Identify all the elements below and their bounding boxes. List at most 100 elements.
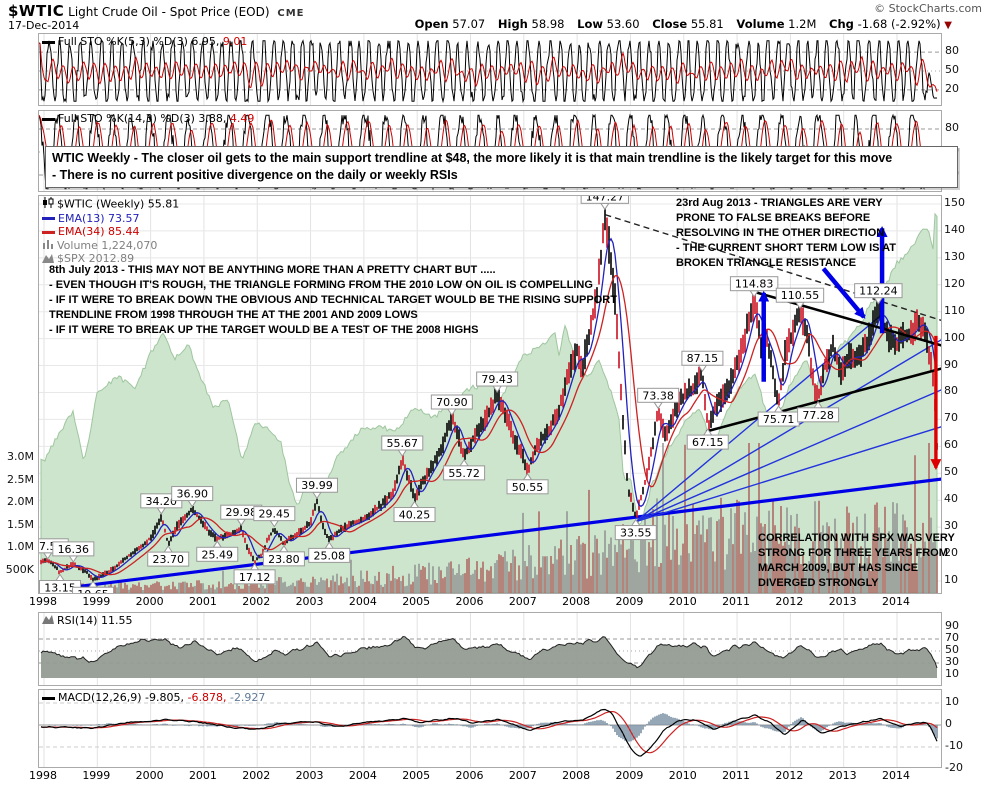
price-callout: 36.90 <box>171 486 214 508</box>
year-tick-label: 2004 <box>348 595 377 608</box>
volume-axis-tick: 1.5M <box>7 517 34 531</box>
x-axis-main: 1998 1999 2000 2001 2002 2003 2004 2005 2006 2007… <box>29 593 940 611</box>
price-callout: 70.90 <box>430 394 473 416</box>
macd-value: MACD(12,26,9) -9.805, <box>58 691 184 704</box>
axis-tick-label: 50 <box>945 63 959 76</box>
year-tick-label: 2003 <box>295 595 324 608</box>
main-legend-ema34-row: EMA(34) 85.44 <box>42 225 179 239</box>
price-axis-tick: 40 <box>944 492 958 506</box>
year-tick-label: 2014 <box>882 769 910 782</box>
svg-text:17.12: 17.12 <box>239 571 271 584</box>
sto-fast-k-value: 6.95, <box>191 35 220 48</box>
price-callout: 67.15 <box>686 428 729 450</box>
volume-value: 1.2M <box>788 17 817 31</box>
macd-axis-tick: 0 <box>945 717 952 730</box>
open-label: Open <box>414 17 449 31</box>
year-tick-label: 2011 <box>722 769 751 782</box>
high-label: High <box>497 17 528 31</box>
rsi-axis-tick: 30 <box>945 655 959 668</box>
year-tick-label: 2006 <box>455 595 484 608</box>
rsi-panel <box>38 612 942 686</box>
year-tick-label: 2000 <box>135 595 164 608</box>
main-legend-volume-row: Volume 1,224,070 <box>42 239 179 253</box>
price-callout: 77.28 <box>797 400 840 423</box>
price-callout: 75.71 <box>757 405 800 427</box>
year-tick-label: 2001 <box>188 769 217 782</box>
price-callout: 33.55 <box>614 518 657 541</box>
area-chart-icon <box>42 614 54 628</box>
p-rsi-svg <box>39 613 941 685</box>
volume-label: Volume <box>736 17 785 31</box>
exchange-label: CME <box>277 8 305 19</box>
spx-value: $SPX 2012.89 <box>57 252 135 266</box>
axis-tick-label: 80 <box>945 44 959 58</box>
price-callout: 29.98 <box>220 504 263 527</box>
high-value: 58.98 <box>531 17 565 31</box>
svg-text:77.28: 77.28 <box>802 409 834 422</box>
stockcharts-credit: © StockCharts.com <box>874 2 982 15</box>
sto-slow-legend: Full STO %K(14,3) %D(3) 3.88, 4.49 <box>42 112 254 126</box>
ema34-value: EMA(34) 85.44 <box>58 225 140 238</box>
price-axis-tick: 110 <box>944 303 965 317</box>
svg-text:16.36: 16.36 <box>58 543 90 556</box>
x-axis-bottom: 1998 1999 2000 2001 2002 2003 2004 2005 2006 2007… <box>29 767 940 785</box>
year-tick-label: 1998 <box>29 595 57 608</box>
price-axis-tick: 120 <box>944 276 965 290</box>
rsi-axis-tick: 50 <box>945 643 959 656</box>
year-tick-label: 2002 <box>242 769 271 782</box>
sto-fast-legend: Full STO %K(5,3) %D(3) 6.95, 9.01 <box>42 35 247 49</box>
svg-text:40.25: 40.25 <box>399 509 431 522</box>
p-macd-svg <box>39 690 941 767</box>
volume-axis-tick: 500K <box>5 562 34 576</box>
macd-signal-value: -6.878, <box>187 691 227 704</box>
open-value: 57.07 <box>452 17 486 31</box>
price-axis-tick: 60 <box>944 438 958 452</box>
year-tick-label: 2010 <box>668 769 697 782</box>
rsi-axis-tick: 10 <box>945 667 959 680</box>
year-tick-label: 1999 <box>82 595 111 608</box>
sto-fast-panel <box>38 33 942 106</box>
year-tick-label: 2005 <box>402 769 431 782</box>
chg-down-triangle-icon: ▼ <box>944 20 952 31</box>
sto-slow-d-value: 4.49 <box>229 112 255 125</box>
svg-text:73.38: 73.38 <box>642 389 674 402</box>
price-axis-tick: 140 <box>944 222 965 236</box>
chart-header: $WTIC Light Crude Oil - Spot Price (EOD)… <box>8 2 304 20</box>
price-callout: 40.25 <box>393 500 436 523</box>
year-tick-label: 1998 <box>29 769 57 782</box>
svg-text:110.55: 110.55 <box>781 289 820 302</box>
year-tick-label: 2013 <box>828 769 857 782</box>
ema13-value: EMA(13) 73.57 <box>58 211 140 225</box>
svg-text:23.70: 23.70 <box>152 553 184 566</box>
volume-axis-tick: 2.5M <box>7 472 34 486</box>
macd-panel <box>38 689 942 768</box>
volume-total-value: Volume 1,224,070 <box>57 238 158 252</box>
svg-text:10.65: 10.65 <box>77 588 109 593</box>
price-callout: 50.55 <box>506 472 549 495</box>
svg-text:29.45: 29.45 <box>259 508 291 521</box>
p-sto5-svg <box>39 34 941 105</box>
price-axis-tick: 90 <box>944 357 958 371</box>
price-callout: 73.38 <box>637 387 680 410</box>
price-callout: 16.36 <box>52 541 95 563</box>
svg-text:114.83: 114.83 <box>735 278 774 291</box>
price-callout: 25.49 <box>196 540 239 562</box>
macd-axis-tick: -20 <box>945 761 963 774</box>
svg-text:13.15: 13.15 <box>44 582 75 593</box>
volume-axis-tick: 1.0M <box>7 540 34 554</box>
price-callout: 23.70 <box>147 545 190 567</box>
price-callout: 114.83 <box>729 276 779 298</box>
svg-text:147.27: 147.27 <box>586 196 625 203</box>
close-label: Close <box>652 17 688 31</box>
macd-hist-value: -2.927 <box>229 691 266 704</box>
year-tick-label: 2005 <box>402 595 431 608</box>
annotation-spx-correlation: CORRELATION WITH SPX WAS VERY STRONG FOR… <box>758 532 955 589</box>
svg-text:75.71: 75.71 <box>763 413 795 426</box>
svg-text:39.99: 39.99 <box>301 479 333 492</box>
svg-text:34.20: 34.20 <box>146 495 178 508</box>
close-value: 55.81 <box>690 17 724 31</box>
volume-axis-tick: 3.0M <box>7 450 34 464</box>
price-callout: 110.55 <box>775 287 825 310</box>
year-tick-label: 2002 <box>242 595 271 608</box>
sto-slow-label: Full STO %K(14,3) %D(3) <box>58 112 195 125</box>
